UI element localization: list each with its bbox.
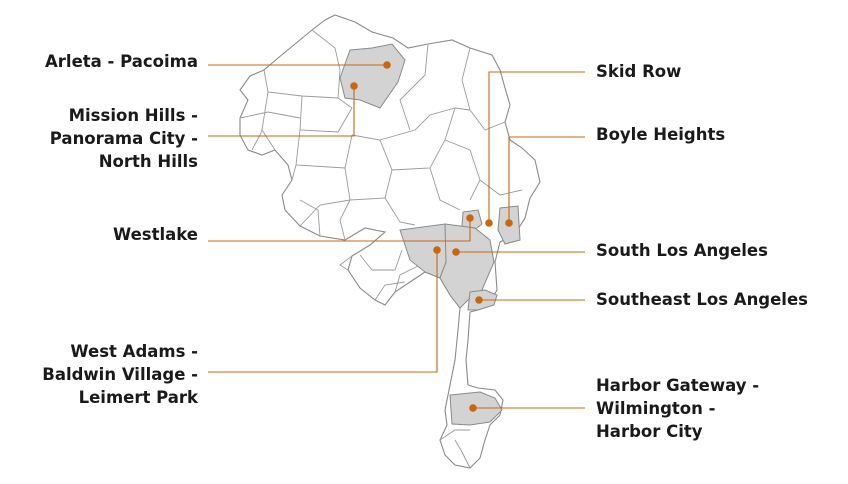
leader-boyle-heights xyxy=(508,136,585,223)
dot-mission-hills xyxy=(350,82,358,90)
dot-arleta-pacoima xyxy=(383,61,391,69)
dot-west-adams xyxy=(433,246,441,254)
marker-dots xyxy=(350,61,513,412)
area-arleta-pacoima xyxy=(339,43,406,109)
label-south-los-angeles: South Los Angeles xyxy=(596,241,768,260)
label-west-adams-baldwin-village-leimert-park: West Adams - Baldwin Village - Leimert P… xyxy=(42,342,198,407)
label-boyle-heights: Boyle Heights xyxy=(596,125,726,144)
label-arleta-pacoima: Arleta - Pacoima xyxy=(45,52,198,71)
label-westlake: Westlake xyxy=(112,225,198,244)
leader-west-adams xyxy=(208,250,438,373)
highlighted-areas xyxy=(339,43,521,426)
leader-skid-row xyxy=(488,71,585,223)
dot-boyle-heights xyxy=(505,219,513,227)
dot-southeast-la xyxy=(475,296,483,304)
dot-harbor xyxy=(469,404,477,412)
district-boundaries xyxy=(239,29,523,469)
leader-westlake xyxy=(208,218,471,242)
dot-skid-row xyxy=(485,219,493,227)
area-south-la xyxy=(439,223,495,309)
label-southeast-los-angeles: Southeast Los Angeles xyxy=(596,290,808,309)
label-mission-hills-panorama-city-north-hills: Mission Hills - Panorama City - North Hi… xyxy=(49,106,198,171)
leader-mission-hills xyxy=(208,86,355,137)
dot-south-la xyxy=(452,248,460,256)
leader-lines xyxy=(208,64,585,409)
dot-westlake xyxy=(466,214,474,222)
label-skid-row: Skid Row xyxy=(596,62,682,81)
label-harbor-gateway-wilmington-harbor-city: Harbor Gateway - Wilmington - Harbor Cit… xyxy=(596,376,760,441)
